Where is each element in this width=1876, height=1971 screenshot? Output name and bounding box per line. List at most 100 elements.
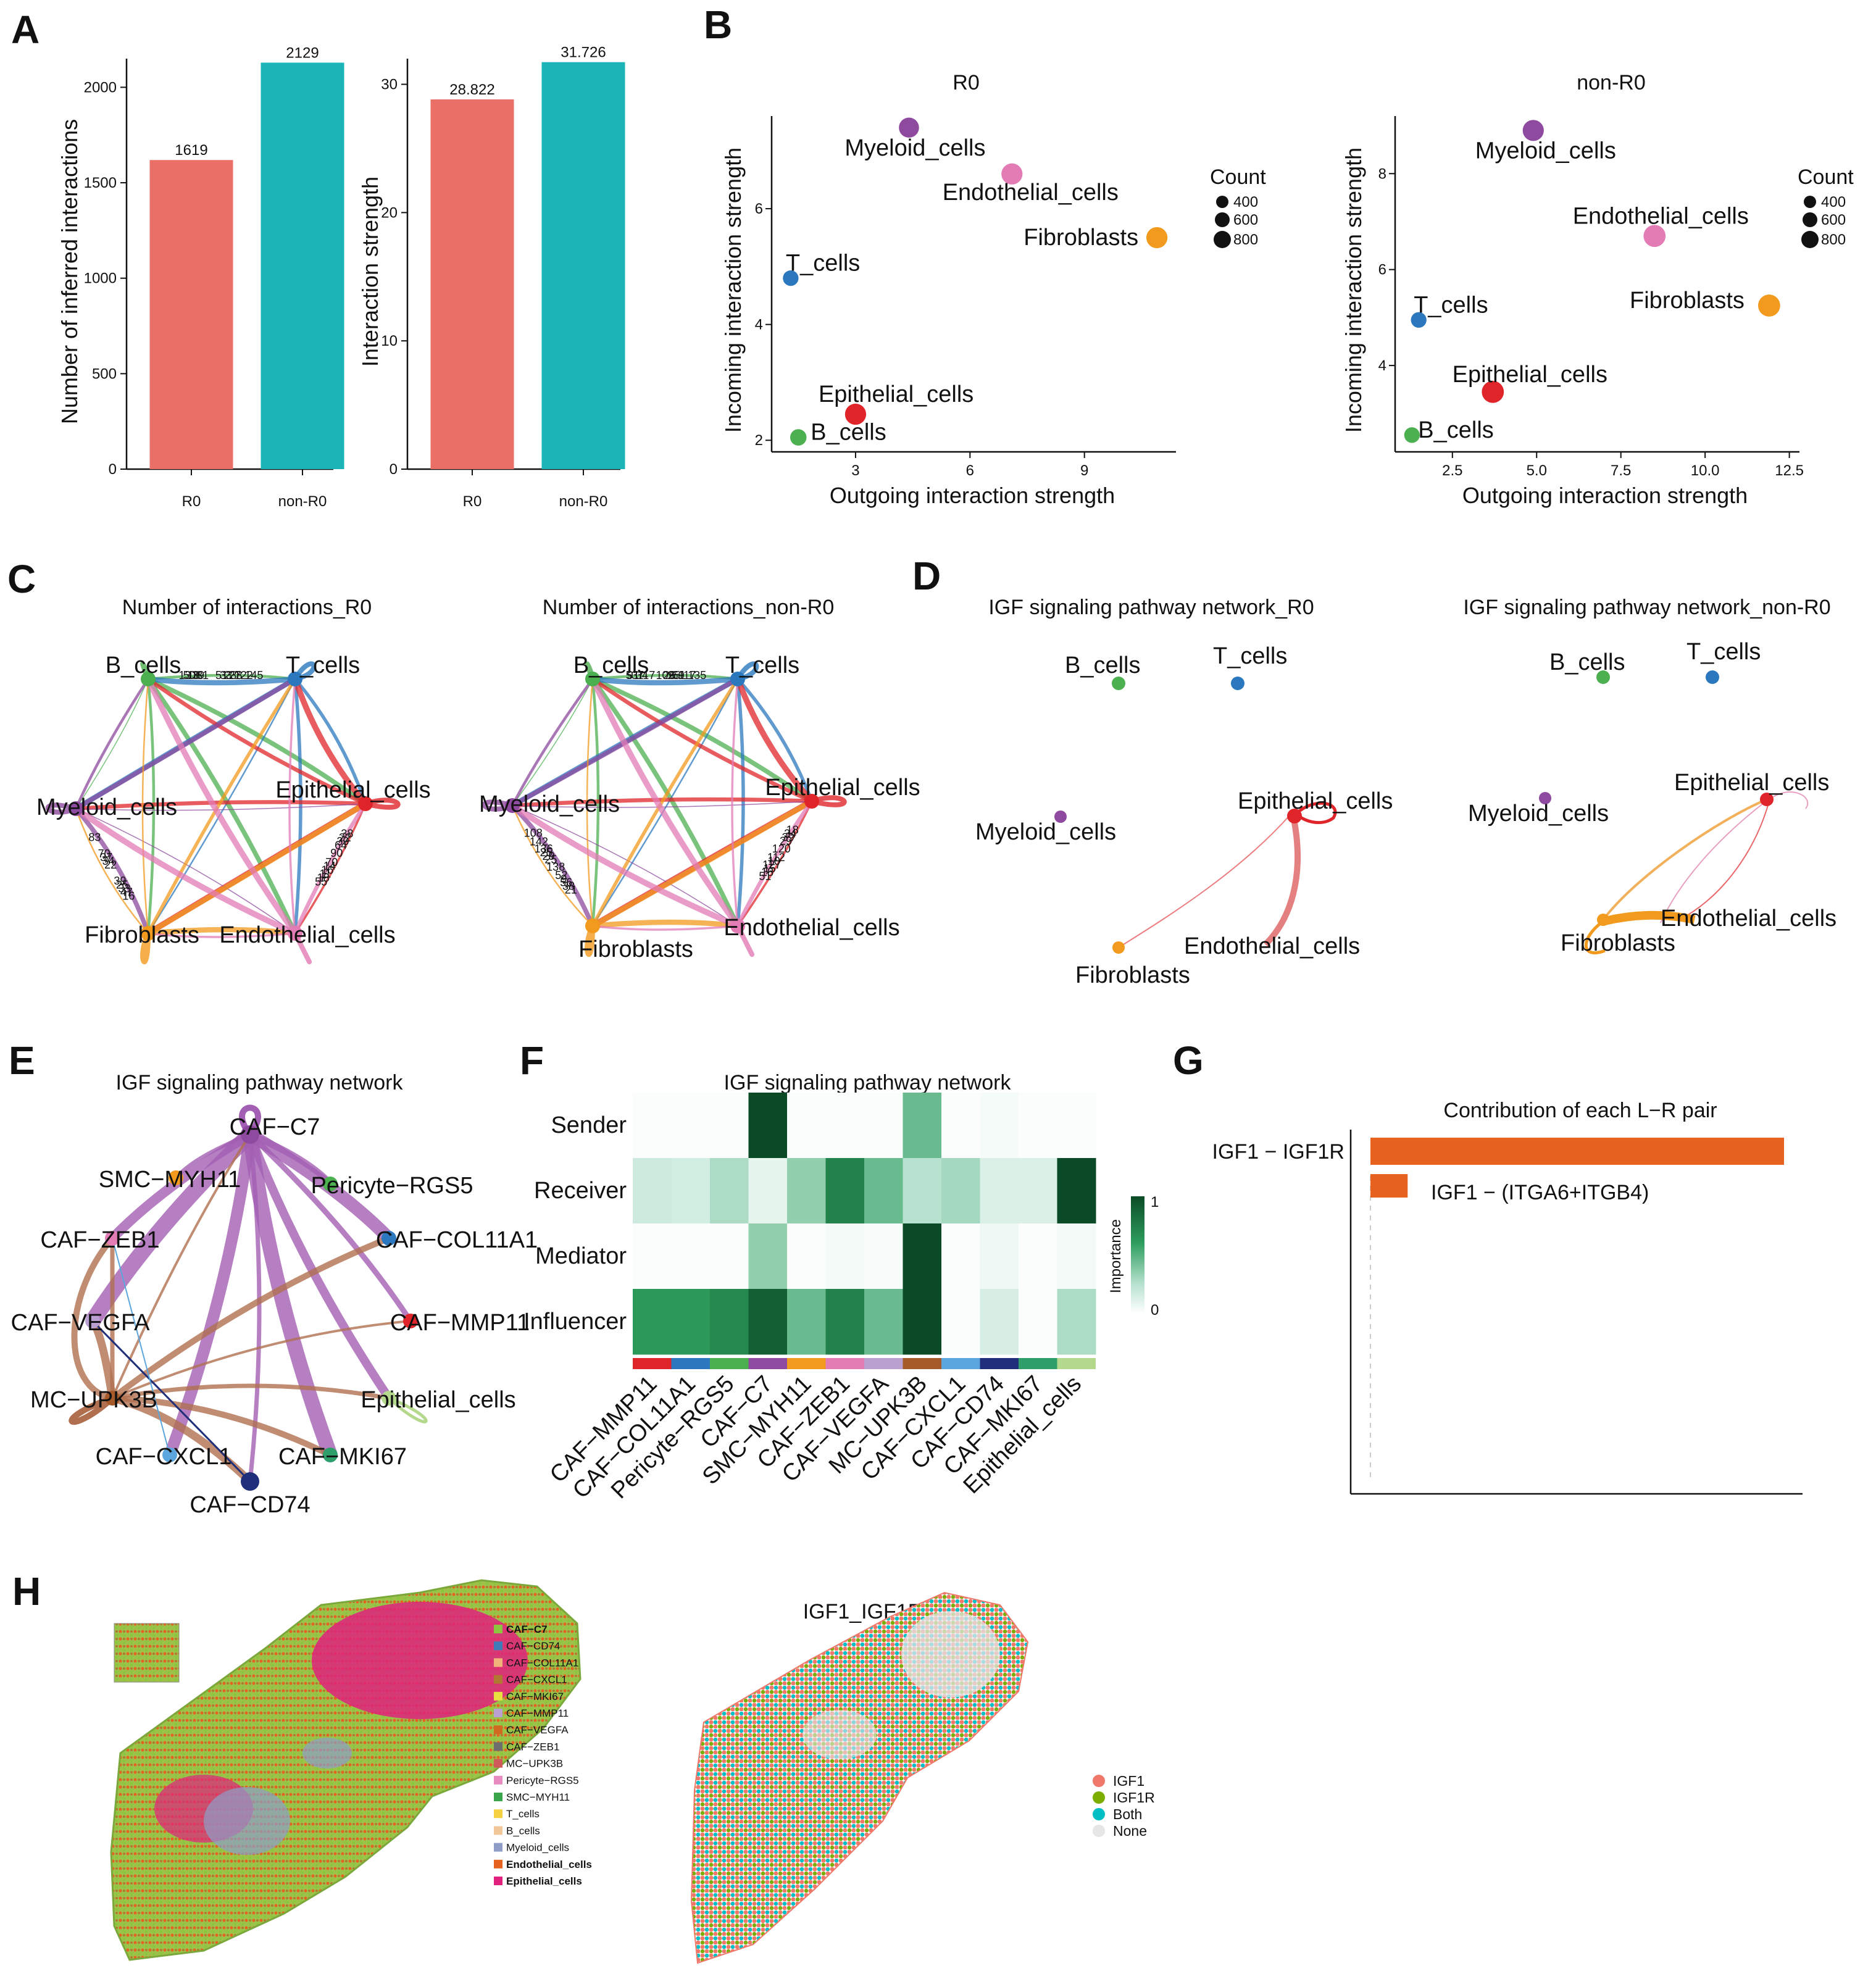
- edge-weight-label: 33: [220, 669, 232, 681]
- b1-legend: Count 400 600 800: [1210, 165, 1266, 248]
- node-label: Endothelial_cells: [723, 915, 899, 941]
- d-left-label-t-cells: T_cells: [1213, 643, 1287, 669]
- x-tick-label: 10.0: [1691, 462, 1720, 479]
- node-endothelial-cells: [288, 926, 302, 941]
- self-loop: [364, 798, 401, 810]
- edge: [736, 801, 813, 927]
- e-node-label: CAF−CXCL1: [96, 1444, 232, 1470]
- h-region-epithelial: [312, 1602, 528, 1719]
- f-cell: [710, 1289, 749, 1355]
- f-cell: [1019, 1223, 1057, 1290]
- b1-legend-400: 400: [1233, 194, 1258, 210]
- edge: [591, 678, 600, 927]
- f-cell: [941, 1093, 980, 1159]
- bar-non-R0: [261, 62, 344, 469]
- f-cell: [633, 1289, 672, 1355]
- e-node: [241, 1472, 259, 1491]
- y-tick-label: 500: [92, 365, 117, 382]
- edge-weight-label: 112: [767, 851, 785, 864]
- panel-label-h: H: [12, 1569, 41, 1614]
- edge-weight-label: 39: [337, 835, 349, 848]
- edge: [736, 678, 745, 927]
- h-legend-swatch: [494, 1709, 502, 1717]
- panel-a: 0 500 1000 1500 2000 1619 2129 Number of infe…: [57, 44, 625, 510]
- bar-value-label: 28.822: [449, 81, 494, 98]
- edge-weight-label: 91: [627, 669, 640, 681]
- e-title: IGF signaling pathway network: [116, 1071, 404, 1094]
- d-left-edge-epi-self: [1295, 801, 1337, 825]
- h-legend-label: Pericyte−RGS5: [506, 1775, 579, 1786]
- node-myeloid-cells: [505, 798, 520, 813]
- e-edge-cxcl1: [112, 1238, 170, 1456]
- edge-weight-label: 18: [761, 866, 773, 878]
- e-node-label: CAF−CD74: [190, 1492, 310, 1518]
- point-label: Myeloid_cells: [844, 135, 985, 161]
- edge: [147, 677, 367, 806]
- point-fibroblasts: [1146, 227, 1168, 249]
- b1-y-axis-label: Incoming interaction strength: [720, 148, 746, 433]
- edge: [148, 673, 296, 681]
- h-map-legend-dot: [1093, 1825, 1105, 1837]
- h-legend-swatch: [494, 1691, 502, 1701]
- f-cell: [825, 1223, 865, 1290]
- e-network: CAF−C7 SMC−MYH11 Pericyte−RGS5 CAF−ZEB1 CAF−…: [11, 1104, 538, 1518]
- x-tick-label: 12.5: [1775, 462, 1804, 479]
- d-left-label-endothelial: Endothelial_cells: [1184, 933, 1360, 959]
- f-row-label: Mediator: [535, 1243, 627, 1269]
- d-right-label-myeloid: Myeloid_cells: [1468, 801, 1609, 827]
- h-legend-label: CAF−VEGFA: [506, 1724, 569, 1736]
- edge-weight-label: 83: [88, 831, 101, 844]
- edge: [148, 676, 296, 686]
- panel-label-g: G: [1173, 1038, 1204, 1083]
- e-edge-upk3b: [112, 1383, 390, 1401]
- f-col-color: [825, 1358, 864, 1369]
- node-t-cells: [730, 672, 745, 686]
- y-tick-label: 30: [381, 77, 398, 93]
- node-label: Myeloid_cells: [36, 794, 177, 820]
- edge: [512, 801, 812, 808]
- y-tick-label: 6: [755, 201, 763, 217]
- f-title: IGF signaling pathway network: [724, 1071, 1012, 1094]
- f-cell: [864, 1289, 903, 1355]
- d-left-title: IGF signaling pathway network_R0: [988, 596, 1314, 619]
- x-tick-label: 6: [966, 462, 974, 479]
- node-epithelial-cells: [358, 796, 373, 811]
- self-loop: [45, 802, 77, 815]
- edge-weight-label: 25: [544, 854, 557, 866]
- f-cell: [710, 1158, 749, 1224]
- f-cell: [903, 1158, 942, 1224]
- edge: [75, 808, 296, 934]
- self-loop: [293, 661, 317, 681]
- h-region-none-2: [803, 1710, 877, 1759]
- edge-weight-label: 70: [98, 848, 110, 860]
- f-col-color: [903, 1358, 941, 1369]
- d-left-node-t-cells: [1231, 677, 1244, 690]
- d-left-network: B_cells T_cells Myeloid_cells Epithelial…: [975, 643, 1393, 988]
- y-tick-label: 2: [755, 432, 763, 449]
- f-cell: [787, 1223, 826, 1290]
- h-tissue-map: [110, 1579, 582, 1961]
- node-b-cells: [585, 672, 600, 686]
- g-bar-igf1r: [1370, 1138, 1784, 1165]
- point-label: Myeloid_cells: [1475, 138, 1616, 164]
- f-legend-max: 1: [1151, 1194, 1159, 1211]
- edge-weight-label: 64: [335, 840, 347, 852]
- edge-weight-label: 16: [321, 864, 333, 876]
- e-node: [105, 1231, 120, 1246]
- edge: [511, 677, 739, 808]
- node-epithelial-cells: [804, 794, 819, 809]
- node-label: B_cells: [573, 652, 649, 678]
- f-cell: [980, 1223, 1019, 1290]
- f-legend-min: 0: [1151, 1302, 1159, 1319]
- f-cell: [671, 1093, 711, 1159]
- e-node-label: SMC−MYH11: [99, 1167, 241, 1193]
- d-right-node-fibroblasts: [1597, 914, 1609, 926]
- d-right-edge-fib-endo: [1604, 910, 1696, 925]
- f-cell: [941, 1158, 980, 1224]
- bar-value-label: 1619: [175, 142, 207, 159]
- f-cell: [671, 1158, 711, 1224]
- d-left-node-b-cells: [1112, 677, 1125, 690]
- edge-weight-label: 117: [678, 669, 696, 681]
- panel-g: Contribution of each L−R pair IGF1 − IGF…: [1212, 1099, 1803, 1495]
